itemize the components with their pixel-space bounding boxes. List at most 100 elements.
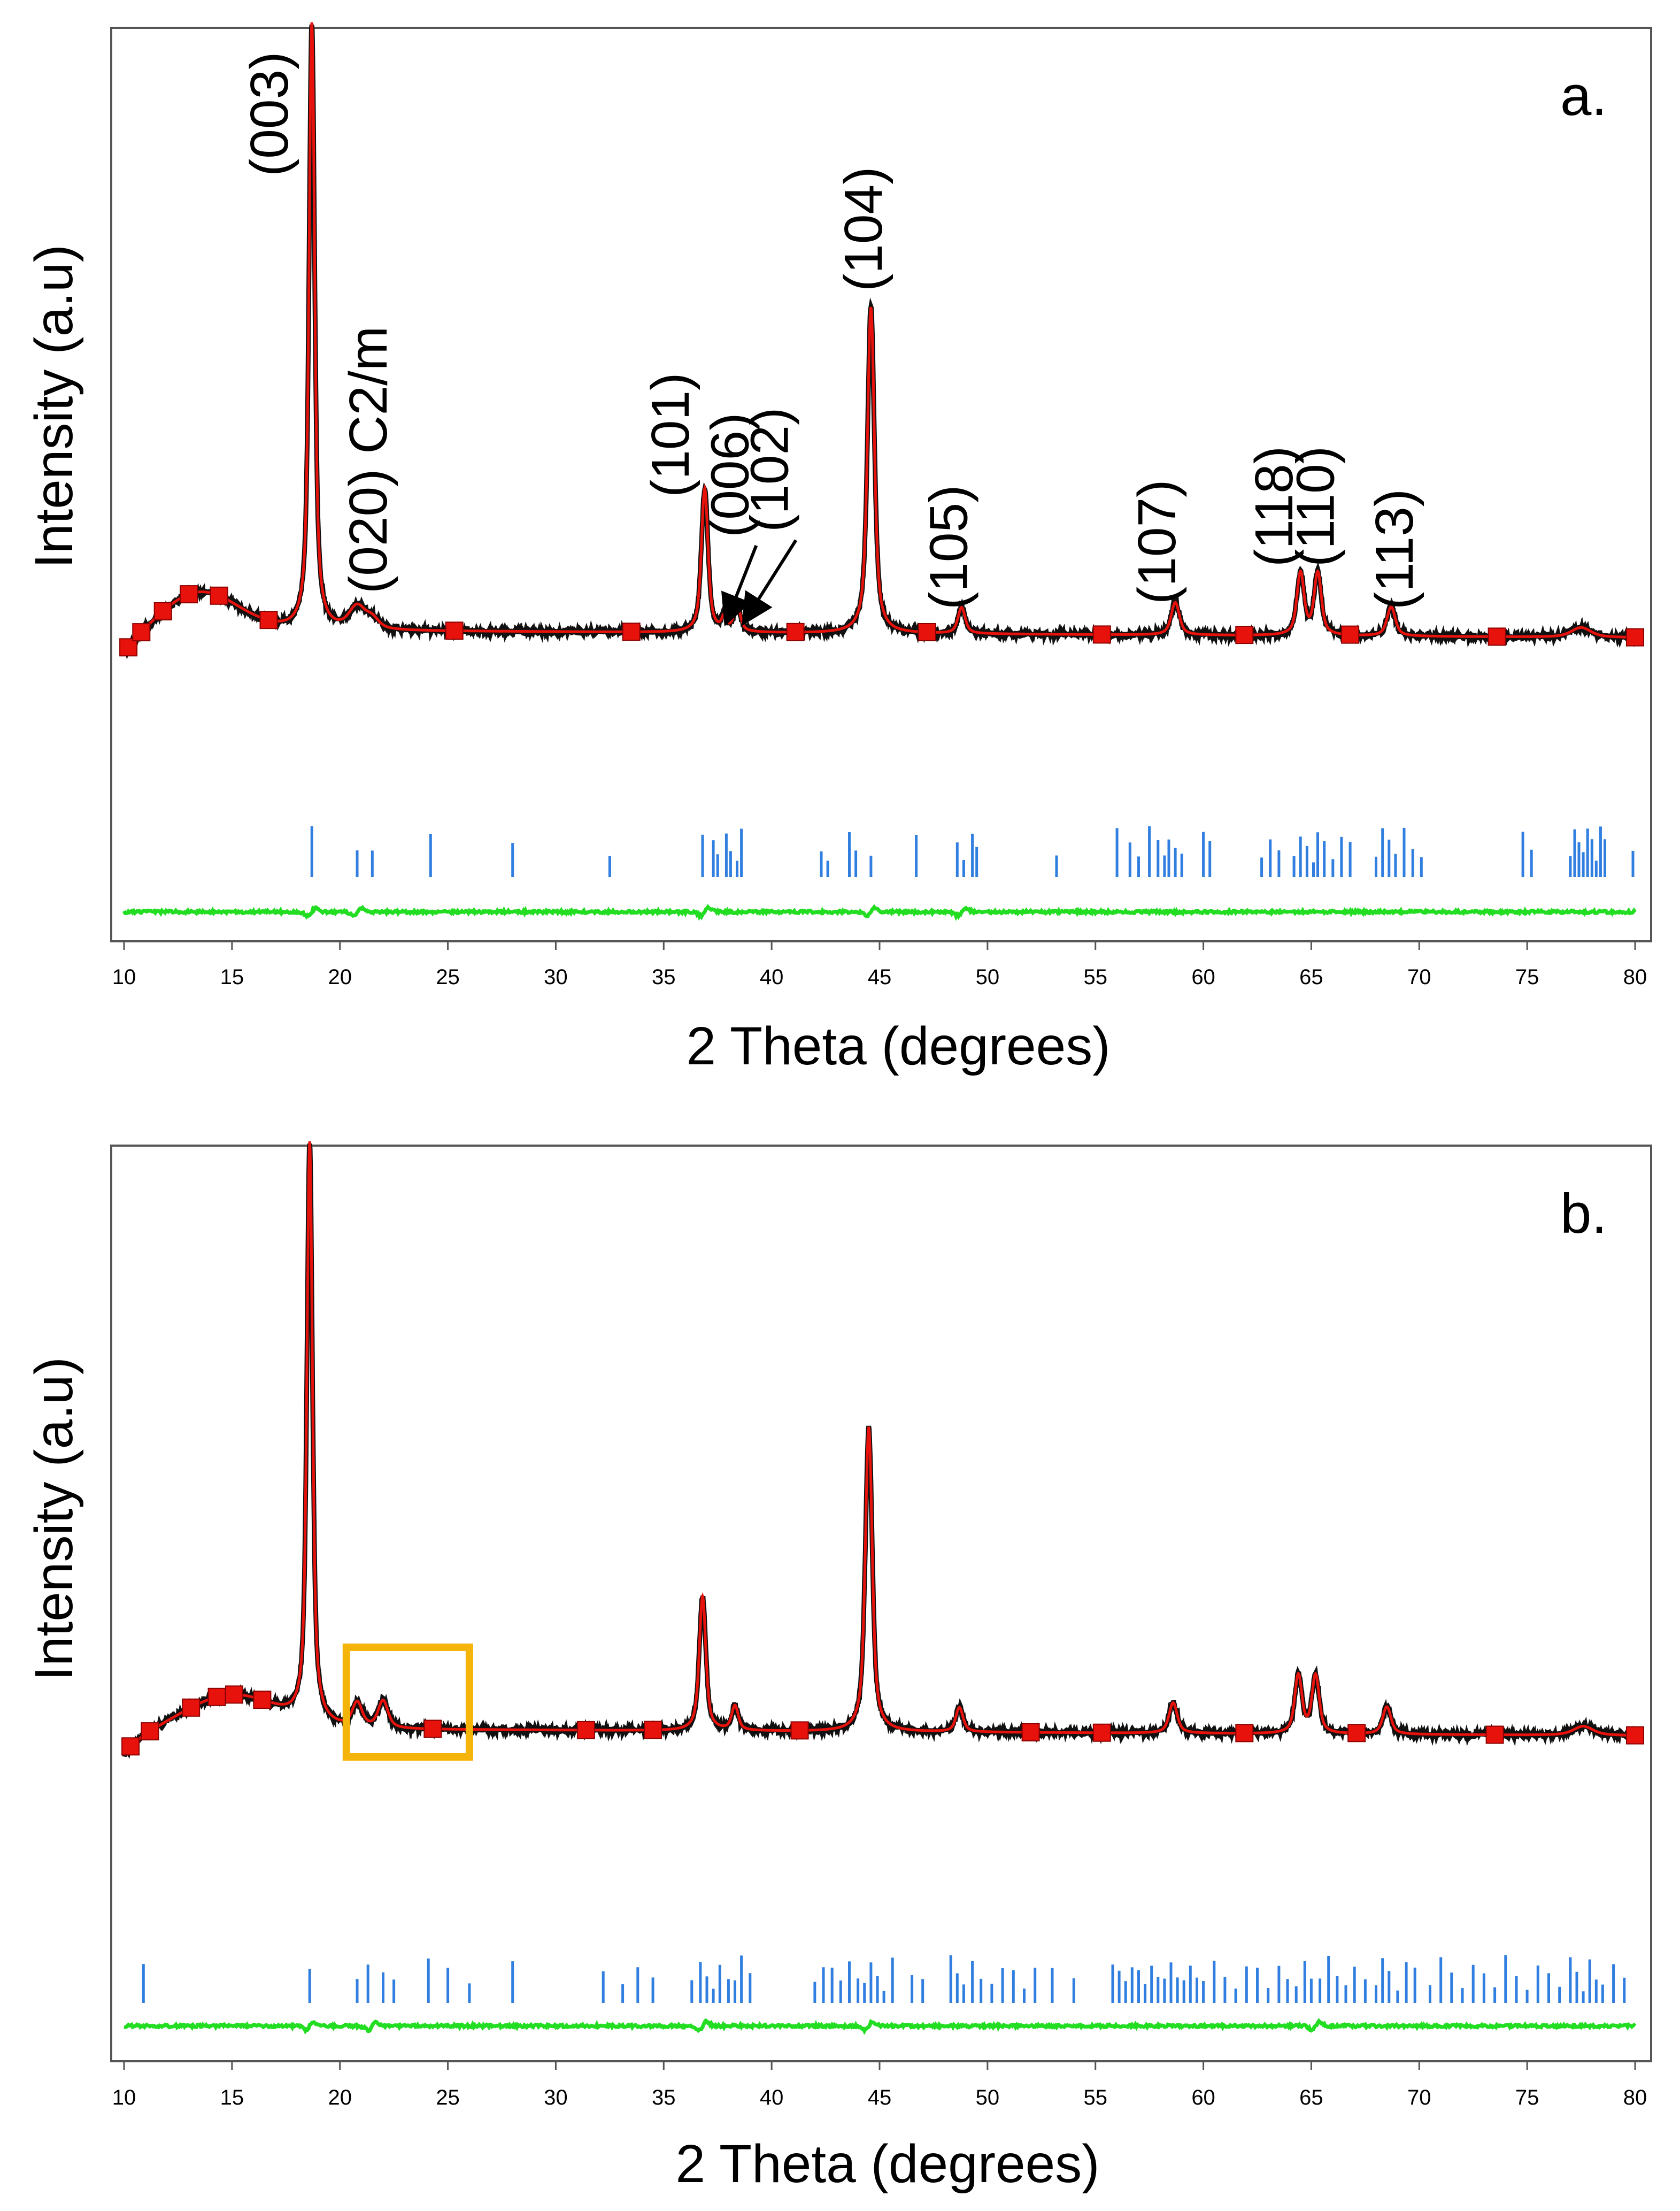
background-marker [1485, 1725, 1504, 1744]
background-marker [786, 623, 805, 641]
peak-label: (113) [1365, 489, 1424, 610]
x-tick-label: 60 [1191, 965, 1215, 989]
peak-label: (118) [1244, 446, 1304, 567]
background-marker [1626, 628, 1644, 647]
x-tick-label: 65 [1299, 965, 1323, 989]
x-ticks: 10 15 20 25 30 35 40 45 50 55 60 65 70 75 80 [112, 941, 1647, 989]
panel-a: a. Intensity (a.u) 2 Theta (degrees) 10 1… [24, 22, 1652, 1076]
x-tick-label: 35 [652, 2086, 676, 2109]
plot-frame [110, 1145, 1652, 2062]
arrow [721, 544, 758, 627]
y-axis-label: Intensity (a.u) [24, 1357, 84, 1681]
background-marker [644, 1721, 662, 1739]
xrd-chart-a: a. Intensity (a.u) 2 Theta (degrees) 10 1… [24, 22, 1652, 1076]
x-tick-label: 25 [436, 2086, 460, 2109]
peak-label: (104) [834, 167, 893, 291]
x-axis-label: 2 Theta (degrees) [686, 1016, 1110, 1076]
background-marker [1235, 626, 1254, 644]
background-marker [1235, 1724, 1254, 1742]
background-marker [207, 1687, 226, 1706]
panel-label: a. [1560, 65, 1607, 127]
background-marker [1341, 625, 1360, 644]
x-tick-label: 65 [1299, 2086, 1323, 2109]
x-tick-label: 80 [1623, 965, 1647, 989]
background-marker [445, 621, 464, 640]
background-marker [253, 1691, 272, 1709]
calculated-pattern [123, 1141, 1635, 1754]
x-tick-label: 45 [868, 2086, 892, 2109]
peak-labels: (003) (020) C2/m (101) (006)(102) (104) (105)… [240, 52, 1424, 610]
x-tick-label: 35 [652, 965, 676, 989]
x-tick-label: 25 [436, 965, 460, 989]
background-marker [1092, 1723, 1111, 1742]
x-tick-label: 30 [544, 2086, 568, 2109]
peak-label: (006) [700, 413, 760, 538]
background-markers [121, 1685, 1644, 1756]
background-marker [180, 585, 198, 604]
x-tick-label: 50 [976, 2086, 1000, 2109]
background-markers [119, 585, 1644, 657]
background-marker [423, 1719, 442, 1738]
x-tick-label: 60 [1191, 2086, 1215, 2109]
x-tick-label: 10 [112, 965, 136, 989]
x-tick-label: 30 [544, 965, 568, 989]
peak-label: (105) [919, 485, 978, 610]
x-tick-label: 70 [1407, 965, 1431, 989]
background-marker [153, 602, 172, 620]
bragg-ticks [142, 1955, 1626, 2003]
peak-label: (020) C2/m [338, 326, 398, 594]
background-marker [622, 623, 641, 641]
x-tick-label: 55 [1083, 2086, 1107, 2109]
observed-pattern [121, 1143, 1637, 1759]
peak-label: (110) [1286, 446, 1346, 567]
peak-label: (107) [1127, 480, 1187, 604]
peak-label: (102) [740, 408, 800, 532]
xrd-chart-b: b. Intensity (a.u) 2 Theta (degrees) 10 1… [24, 1141, 1652, 2194]
x-tick-label: 20 [328, 965, 352, 989]
background-marker [1092, 625, 1111, 644]
highlight-box [342, 1644, 473, 1761]
x-tick-label: 55 [1083, 965, 1107, 989]
bragg-ticks [310, 826, 1635, 877]
x-tick-label: 15 [220, 2086, 244, 2109]
x-tick-label: 70 [1407, 2086, 1431, 2109]
background-marker [182, 1698, 201, 1717]
background-marker [210, 586, 228, 605]
x-axis-label: 2 Theta (degrees) [675, 2134, 1099, 2194]
background-marker [1626, 1726, 1644, 1745]
background-marker [121, 1737, 140, 1756]
background-marker [790, 1721, 809, 1740]
peak-arrows [721, 539, 798, 627]
difference-curve [124, 2018, 1637, 2035]
x-tick-label: 45 [868, 965, 892, 989]
panel-label: b. [1560, 1183, 1607, 1245]
calculated-pattern [122, 22, 1635, 654]
background-marker [225, 1685, 243, 1704]
panel-b: b. Intensity (a.u) 2 Theta (degrees) 10 1… [0, 1112, 1680, 2208]
x-tick-label: 50 [976, 965, 1000, 989]
background-marker [1488, 627, 1506, 646]
x-tick-label: 15 [220, 965, 244, 989]
background-marker [141, 1722, 159, 1741]
x-tick-label: 75 [1515, 2086, 1539, 2109]
arrow [742, 539, 798, 626]
x-tick-label: 75 [1515, 965, 1539, 989]
x-tick-label: 10 [112, 2086, 136, 2109]
background-marker [259, 611, 278, 629]
x-tick-label: 80 [1623, 2086, 1647, 2109]
background-marker [119, 638, 138, 657]
peak-label: (003) [240, 52, 299, 176]
background-marker [1021, 1723, 1040, 1741]
background-marker [918, 623, 936, 641]
peak-label: (101) [641, 373, 700, 497]
x-ticks: 10 15 20 25 30 35 40 45 50 55 60 65 70 75 80 [112, 2061, 1647, 2109]
y-axis-label: Intensity (a.u) [24, 244, 84, 569]
plot-frame [110, 27, 1652, 942]
background-marker [132, 623, 151, 642]
x-tick-label: 40 [760, 2086, 784, 2109]
difference-curve [122, 904, 1637, 922]
background-marker [576, 1721, 595, 1739]
x-tick-label: 20 [328, 2086, 352, 2109]
x-tick-label: 40 [760, 965, 784, 989]
background-marker [1347, 1724, 1366, 1742]
